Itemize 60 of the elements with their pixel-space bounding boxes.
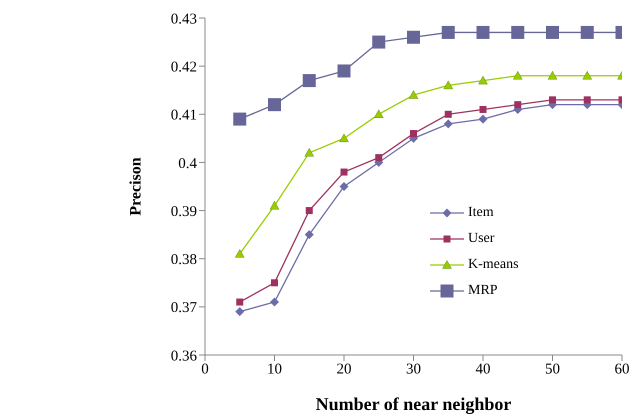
point xyxy=(235,307,244,316)
point xyxy=(270,298,279,307)
point xyxy=(235,249,244,258)
x-tick-label: 20 xyxy=(336,362,352,378)
point xyxy=(478,76,488,84)
point xyxy=(236,298,244,306)
point xyxy=(338,64,350,78)
point xyxy=(340,168,348,176)
y-tick-label: 0.42 xyxy=(170,59,197,76)
point xyxy=(304,230,314,240)
point xyxy=(408,90,418,99)
x-tick-label: 10 xyxy=(267,362,282,378)
point xyxy=(375,154,382,162)
y-tick-label: 0.36 xyxy=(170,348,198,364)
point xyxy=(584,96,591,104)
point xyxy=(444,119,453,128)
y-tick-label: 0.4 xyxy=(178,156,198,172)
point xyxy=(514,101,522,108)
y-axis-title: Precison xyxy=(128,157,145,216)
y-tick-label: 0.37 xyxy=(170,300,198,316)
point xyxy=(271,279,278,286)
point xyxy=(549,96,556,104)
x-tick-label: 40 xyxy=(476,362,490,378)
point xyxy=(580,26,594,39)
x-axis-title: Number of near neighbor xyxy=(316,394,512,414)
point xyxy=(340,182,348,191)
point xyxy=(372,36,386,49)
point xyxy=(268,98,281,112)
x-tick-label: 0 xyxy=(201,362,209,378)
point xyxy=(270,201,280,210)
point xyxy=(444,110,452,118)
point xyxy=(410,130,417,138)
legend-label: MRP xyxy=(468,282,498,300)
point xyxy=(374,110,384,118)
point xyxy=(233,112,246,126)
point xyxy=(302,74,316,88)
point xyxy=(582,71,592,80)
point xyxy=(304,148,314,157)
x-tick-label: 50 xyxy=(545,362,560,378)
point xyxy=(480,106,486,113)
point xyxy=(478,114,488,124)
point xyxy=(511,26,524,39)
y-tick-label: 0.38 xyxy=(170,252,197,268)
point xyxy=(546,26,559,39)
point xyxy=(407,30,420,44)
point xyxy=(339,134,349,142)
point xyxy=(548,71,558,80)
legend-label: K-means xyxy=(468,256,519,274)
point xyxy=(513,71,522,80)
legend-label: User xyxy=(468,230,494,248)
y-tick-label: 0.41 xyxy=(170,108,197,124)
x-tick-label: 30 xyxy=(406,362,421,378)
point xyxy=(476,26,490,39)
x-tick-label: 60 xyxy=(614,362,630,378)
point xyxy=(442,26,455,39)
y-tick-label: 0.43 xyxy=(170,11,197,28)
y-tick-label: 0.39 xyxy=(170,204,197,220)
point xyxy=(306,207,313,214)
point xyxy=(444,80,453,90)
legend-label: Item xyxy=(468,204,494,222)
